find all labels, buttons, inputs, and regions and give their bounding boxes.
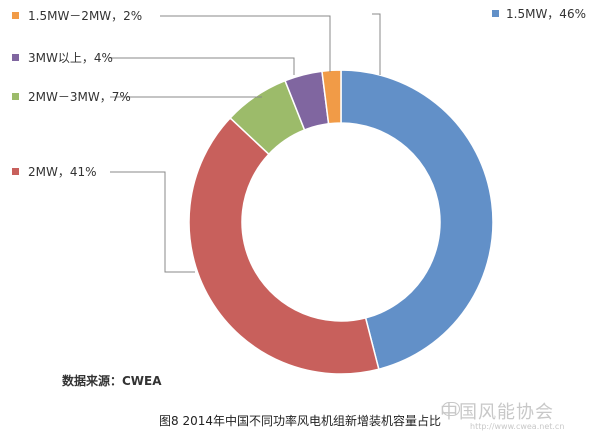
leader-line-1	[110, 171, 195, 273]
data-source: 数据来源：CWEA	[62, 374, 162, 388]
slice-4	[321, 69, 342, 125]
slice-label-3: 3MW以上，4%	[28, 51, 113, 65]
slice-label-4: 1.5MW－2MW，2%	[28, 9, 142, 23]
label-swatch-2	[12, 93, 19, 100]
slice-label-0: 1.5MW，46%	[506, 7, 586, 21]
leader-line-3	[110, 57, 295, 75]
leader-line-4	[160, 15, 331, 72]
watermark-url: http://www.cwea.net.cn	[470, 422, 565, 431]
label-swatch-0	[492, 10, 499, 17]
figure-caption: 图8 2014年中国不同功率风电机组新增装机容量占比	[159, 414, 441, 428]
label-swatch-4	[12, 12, 19, 19]
slice-1	[188, 116, 380, 375]
label-swatch-1	[12, 168, 19, 175]
leader-line-0	[372, 13, 381, 75]
label-swatch-3	[12, 54, 19, 61]
watermark-logo-icon	[442, 402, 460, 416]
slice-0	[340, 69, 494, 371]
slice-label-2: 2MW－3MW，7%	[28, 90, 131, 104]
watermark-text: 中国风能协会	[440, 402, 554, 423]
slice-label-1: 2MW，41%	[28, 165, 97, 179]
